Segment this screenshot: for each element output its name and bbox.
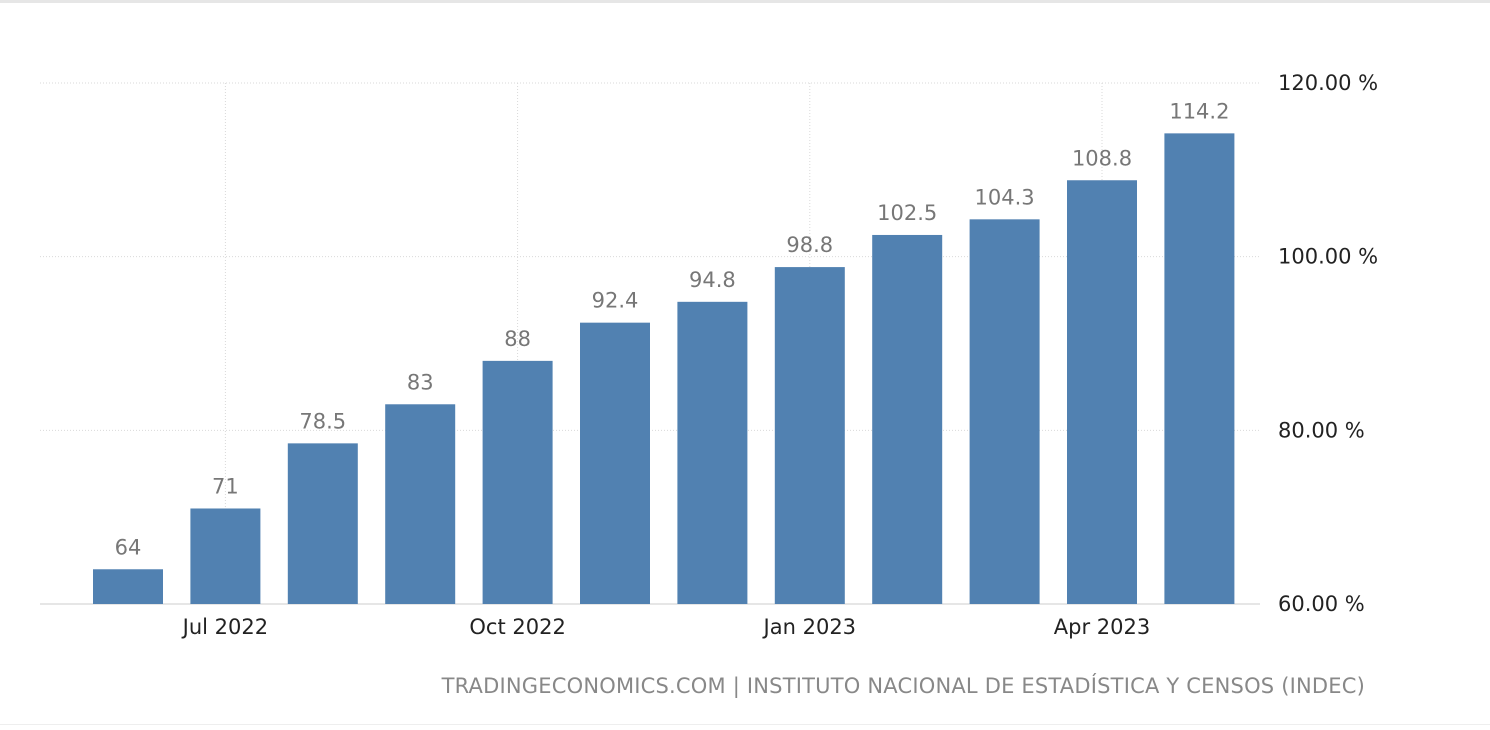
top-border [0, 0, 1490, 3]
bar [774, 267, 845, 604]
bar [677, 301, 748, 604]
source-attribution: TRADINGECONOMICS.COM | INSTITUTO NACIONA… [441, 674, 1365, 698]
bottom-border [0, 724, 1490, 725]
y-tick-label: 60.00 % [1278, 592, 1365, 616]
y-tick-label: 80.00 % [1278, 418, 1365, 442]
data-label-layer: 64 71 78.5 83 88 92.4 94.8 98.8 102.5 104.3 108.8 1… [115, 99, 1230, 559]
data-label: 64 [115, 535, 142, 559]
x-tick-label: Oct 2022 [469, 615, 565, 639]
x-tick-label: Jul 2022 [181, 615, 268, 639]
bar [385, 404, 456, 604]
bar [872, 234, 943, 605]
data-label: 102.5 [877, 201, 937, 225]
bar-layer [93, 133, 1235, 605]
bar [482, 360, 553, 604]
bar [93, 569, 163, 604]
data-label: 88 [504, 327, 531, 351]
data-label: 98.8 [786, 233, 833, 257]
y-axis: 60.00 % 80.00 % 100.00 % 120.00 % [1278, 71, 1378, 616]
data-label: 78.5 [299, 409, 346, 433]
bar [287, 443, 358, 604]
data-label: 83 [407, 370, 434, 394]
x-axis: Jul 2022 Oct 2022 Jan 2023 Apr 2023 [181, 615, 1151, 639]
data-label: 94.8 [689, 268, 736, 292]
bar [969, 219, 1040, 604]
bar [190, 508, 261, 604]
bar [1067, 180, 1137, 604]
data-label: 104.3 [975, 185, 1035, 209]
data-label: 108.8 [1072, 146, 1132, 170]
bar [1164, 133, 1235, 604]
y-tick-label: 100.00 % [1278, 245, 1378, 269]
data-label: 92.4 [592, 289, 639, 313]
x-tick-label: Jan 2023 [762, 615, 857, 639]
y-tick-label: 120.00 % [1278, 71, 1378, 95]
x-tick-label: Apr 2023 [1054, 615, 1150, 639]
bar [580, 322, 650, 604]
data-label: 71 [212, 474, 239, 498]
data-label: 114.2 [1169, 99, 1229, 123]
